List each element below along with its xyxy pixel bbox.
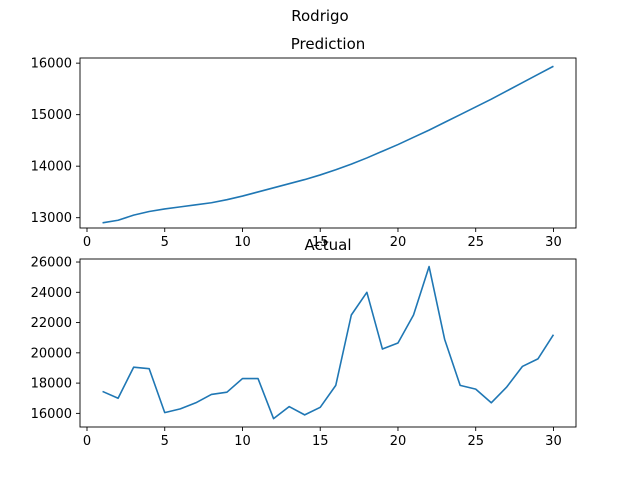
x-tick-label: 15 — [312, 434, 329, 449]
x-tick-label: 25 — [467, 434, 484, 449]
y-tick-label: 20000 — [31, 346, 72, 361]
axes-frame — [79, 57, 577, 229]
subplot-prediction: 0 5 10 15 20 25 30 13000 14000 15000 16000 Predicti… — [31, 35, 577, 250]
x-tick-label: 20 — [390, 235, 407, 250]
x-tick-label: 25 — [467, 235, 484, 250]
y-tick-label: 26000 — [31, 256, 72, 271]
x-tick-label: 5 — [161, 235, 169, 250]
subplot-actual: 0 5 10 15 20 25 30 16000 18000 20000 22000 24000 260… — [31, 236, 577, 449]
axes-title: Actual — [305, 236, 352, 254]
axes-frame — [79, 258, 577, 428]
series-line — [102, 65, 554, 224]
y-tick-label: 18000 — [31, 377, 72, 392]
x-tick-label: 30 — [545, 235, 562, 250]
x-tick-label: 15 — [312, 235, 329, 250]
x-tick-label: 30 — [545, 434, 562, 449]
axes-title: Prediction — [291, 35, 366, 53]
x-tick-label: 10 — [234, 434, 251, 449]
x-tick-label: 20 — [390, 434, 407, 449]
x-tick-label: 0 — [83, 235, 91, 250]
y-tick-label: 13000 — [31, 211, 72, 226]
x-tick-label: 5 — [161, 434, 169, 449]
y-tick-label: 24000 — [31, 286, 72, 301]
y-tick-label: 16000 — [31, 57, 72, 72]
y-tick-label: 15000 — [31, 108, 72, 123]
y-tick-label: 22000 — [31, 316, 72, 331]
series-line — [102, 265, 555, 420]
figure-suptitle: Rodrigo — [291, 7, 348, 25]
y-tick-label: 14000 — [31, 160, 72, 175]
y-tick-label: 16000 — [31, 407, 72, 422]
x-tick-label: 0 — [83, 434, 91, 449]
x-tick-label: 10 — [234, 235, 251, 250]
